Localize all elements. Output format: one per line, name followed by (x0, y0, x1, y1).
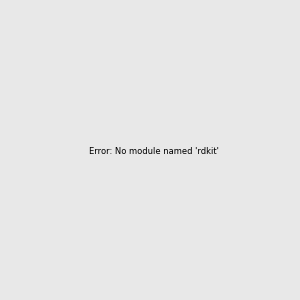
Text: Error: No module named 'rdkit': Error: No module named 'rdkit' (89, 147, 219, 156)
